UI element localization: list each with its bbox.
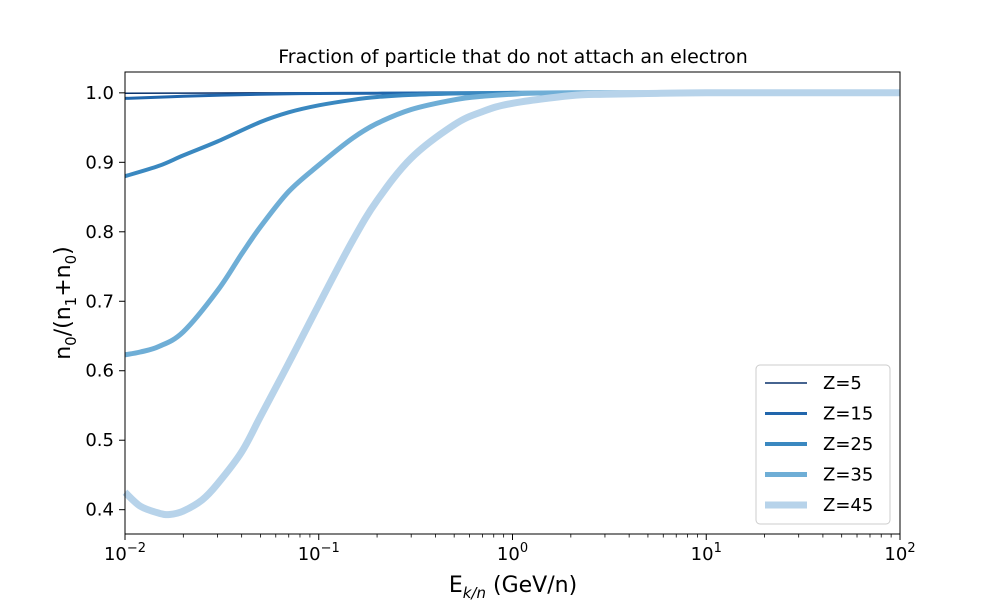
series-line-z35 bbox=[124, 90, 901, 358]
series-layer bbox=[122, 89, 901, 519]
y-axis-label-part1: n bbox=[51, 346, 76, 360]
x-tick-label: 100 bbox=[497, 541, 528, 565]
x-axis: 10−2 10−1 100 101 102 bbox=[104, 534, 916, 565]
y-axis: 0.4 0.5 0.6 0.7 0.8 0.9 1.0 bbox=[85, 83, 125, 521]
legend: Z=5 Z=15 Z=25 Z=35 Z=45 bbox=[755, 364, 891, 525]
legend-label: Z=45 bbox=[823, 495, 873, 516]
x-axis-label-unit: (GeV/n) bbox=[486, 573, 577, 598]
x-tick-label: 101 bbox=[691, 541, 722, 565]
x-tick-label: 102 bbox=[884, 541, 915, 565]
y-tick-label: 0.5 bbox=[85, 430, 114, 451]
y-tick-label: 0.7 bbox=[85, 291, 114, 312]
y-axis-label-sub2: 1 bbox=[62, 297, 80, 307]
y-tick-label: 0.8 bbox=[85, 222, 114, 243]
x-axis-label: Ek/n (GeV/n) bbox=[449, 573, 577, 600]
chart-title: Fraction of particle that do not attach … bbox=[278, 46, 748, 68]
y-axis-label-part4: ) bbox=[51, 246, 76, 255]
legend-box bbox=[755, 364, 891, 525]
x-axis-label-sub: k/n bbox=[463, 584, 486, 600]
legend-label: Z=15 bbox=[823, 404, 873, 425]
y-tick-label: 1.0 bbox=[85, 83, 114, 104]
x-axis-label-base: E bbox=[449, 573, 463, 598]
y-axis-label-part2: /(n bbox=[51, 306, 76, 336]
y-axis-label-sub3: 0 bbox=[62, 255, 80, 265]
y-tick-label: 0.4 bbox=[85, 500, 114, 521]
x-tick-label: 10−2 bbox=[104, 541, 146, 565]
y-axis-label-part3: +n bbox=[51, 264, 76, 296]
legend-label: Z=5 bbox=[823, 373, 862, 394]
y-axis-label-sub1: 0 bbox=[62, 336, 80, 346]
y-tick-label: 0.9 bbox=[85, 152, 114, 173]
legend-label: Z=35 bbox=[823, 465, 873, 486]
legend-label: Z=25 bbox=[823, 434, 873, 455]
x-tick-label: 10−1 bbox=[298, 541, 340, 565]
y-axis-label: n0/(n1+n0) bbox=[51, 246, 80, 360]
series-line-z45 bbox=[122, 89, 901, 519]
y-tick-label: 0.6 bbox=[85, 361, 114, 382]
